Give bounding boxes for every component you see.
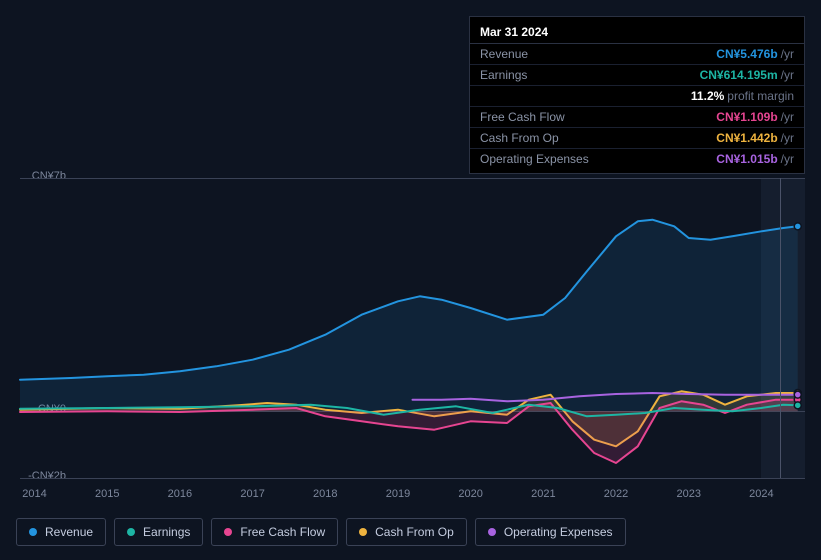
legend-item[interactable]: Free Cash Flow — [211, 518, 338, 546]
tooltip-row: Revenue CN¥5.476b/yr — [470, 43, 804, 64]
tooltip-row-value: CN¥614.195m/yr — [700, 68, 794, 82]
tooltip-row: Free Cash Flow CN¥1.109b/yr — [470, 106, 804, 127]
tooltip-row-label: Operating Expenses — [480, 152, 589, 166]
tooltip-row-value: 11.2%profit margin — [691, 89, 794, 103]
legend-label: Free Cash Flow — [240, 525, 325, 539]
tooltip-panel: Mar 31 2024 Revenue CN¥5.476b/yr Earnings C… — [469, 16, 805, 174]
x-axis: 2014 2015 2016 2017 2018 2019 2020 2021 2022 2023… — [20, 488, 809, 504]
legend-label: Cash From Op — [375, 525, 454, 539]
legend-dot — [127, 528, 135, 536]
tooltip-row-value: CN¥1.015b/yr — [716, 152, 794, 166]
x-axis-label: 2018 — [313, 488, 337, 500]
x-axis-label: 2015 — [95, 488, 119, 500]
tooltip-row: Operating Expenses CN¥1.015b/yr — [470, 148, 804, 169]
x-axis-label: 2014 — [22, 488, 46, 500]
tooltip-row-label: Revenue — [480, 47, 528, 61]
x-axis-label: 2017 — [240, 488, 264, 500]
tooltip-row-value: CN¥1.442b/yr — [716, 131, 794, 145]
legend-dot — [224, 528, 232, 536]
legend-item[interactable]: Cash From Op — [346, 518, 467, 546]
legend-item[interactable]: Operating Expenses — [475, 518, 626, 546]
legend: Revenue Earnings Free Cash Flow Cash From O… — [16, 518, 626, 546]
tooltip-row: Earnings CN¥614.195m/yr — [470, 64, 804, 85]
legend-dot — [359, 528, 367, 536]
chart-lines — [20, 178, 805, 478]
tooltip-row-label: Earnings — [480, 68, 527, 82]
legend-dot — [29, 528, 37, 536]
x-axis-label: 2024 — [749, 488, 773, 500]
x-axis-label: 2021 — [531, 488, 555, 500]
hover-marker — [780, 178, 781, 478]
x-axis-label: 2023 — [676, 488, 700, 500]
tooltip-row: Cash From Op CN¥1.442b/yr — [470, 127, 804, 148]
chart-area[interactable]: CN¥7bCN¥0-CN¥2b — [16, 160, 805, 500]
tooltip-row-label: Free Cash Flow — [480, 110, 565, 124]
legend-label: Operating Expenses — [504, 525, 613, 539]
plot-region[interactable] — [20, 178, 805, 478]
tooltip-row-label: Cash From Op — [480, 131, 559, 145]
x-axis-label: 2022 — [604, 488, 628, 500]
tooltip-row-value: CN¥1.109b/yr — [716, 110, 794, 124]
legend-label: Earnings — [143, 525, 190, 539]
tooltip-row: 11.2%profit margin — [470, 85, 804, 106]
tooltip-row-value: CN¥5.476b/yr — [716, 47, 794, 61]
legend-item[interactable]: Revenue — [16, 518, 106, 546]
legend-item[interactable]: Earnings — [114, 518, 203, 546]
tooltip-rows: Revenue CN¥5.476b/yr Earnings CN¥614.195m/y… — [470, 43, 804, 169]
x-axis-label: 2020 — [458, 488, 482, 500]
legend-label: Revenue — [45, 525, 93, 539]
legend-dot — [488, 528, 496, 536]
tooltip-date: Mar 31 2024 — [470, 23, 804, 43]
x-axis-label: 2016 — [168, 488, 192, 500]
x-axis-label: 2019 — [386, 488, 410, 500]
